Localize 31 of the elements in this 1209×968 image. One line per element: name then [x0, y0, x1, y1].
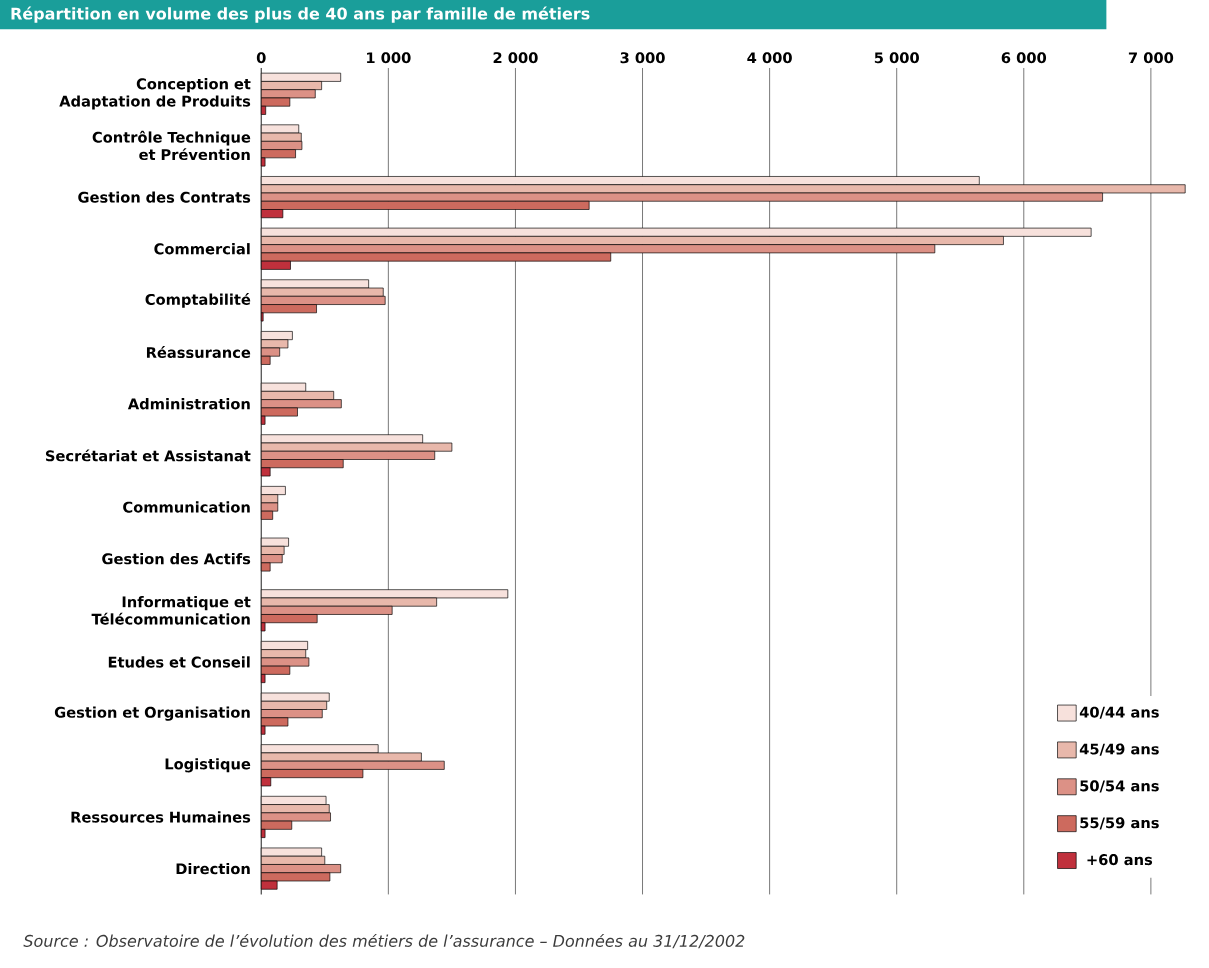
y-tick-label: Logistique [165, 758, 251, 773]
y-tick-label: Conception et Adaptation de Produits [59, 78, 251, 110]
y-tick-label: Gestion des Contrats [78, 191, 251, 203]
y-tick-label: Secrétariat et Assistanat [45, 449, 251, 462]
y-tick-label: Comptabilité [145, 293, 251, 308]
x-tick-label: 6 000 [1001, 52, 1047, 64]
x-tick-label: 1 000 [367, 52, 411, 64]
x-tick-label: 5 000 [874, 52, 919, 64]
y-tick-label: Etudes et Conseil [108, 656, 250, 668]
y-tick-label: Réassurance [146, 346, 251, 359]
legend-label: 45/49 ans [1079, 743, 1159, 756]
x-tick-label: 4 000 [747, 52, 792, 64]
x-tick-label: 0 [256, 52, 266, 64]
legend-label: 40/44 ans [1079, 706, 1159, 719]
y-tick-label: Informatique et Télécommunication [91, 596, 251, 625]
legend-label: +60 ans [1087, 854, 1153, 866]
x-tick-label: 7 000 [1128, 52, 1174, 64]
x-tick-label: 2 000 [493, 52, 538, 64]
y-tick-label: Contrôle Technique et Prévention [92, 130, 251, 161]
chart-title: Répartition en volume des plus de 40 ans par famille de métiers [11, 6, 590, 23]
y-tick-label: Ressources Humaines [71, 811, 251, 823]
y-tick-label: Gestion des Actifs [102, 553, 251, 565]
legend-label: 55/59 ans [1080, 817, 1159, 830]
y-tick-label: Commercial [154, 243, 250, 255]
y-tick-label: Administration [127, 398, 250, 410]
y-tick-label: Communication [123, 501, 250, 513]
y-tick-label: Direction [176, 863, 250, 875]
y-tick-label: Gestion et Organisation [54, 706, 250, 721]
source-note: Source : Observatoire de l’évolution des métiers de l’assurance – Données au 31/12/2002 [23, 934, 745, 949]
x-tick-label: 3 000 [620, 52, 665, 64]
legend-label: 50/54 ans [1080, 780, 1159, 793]
